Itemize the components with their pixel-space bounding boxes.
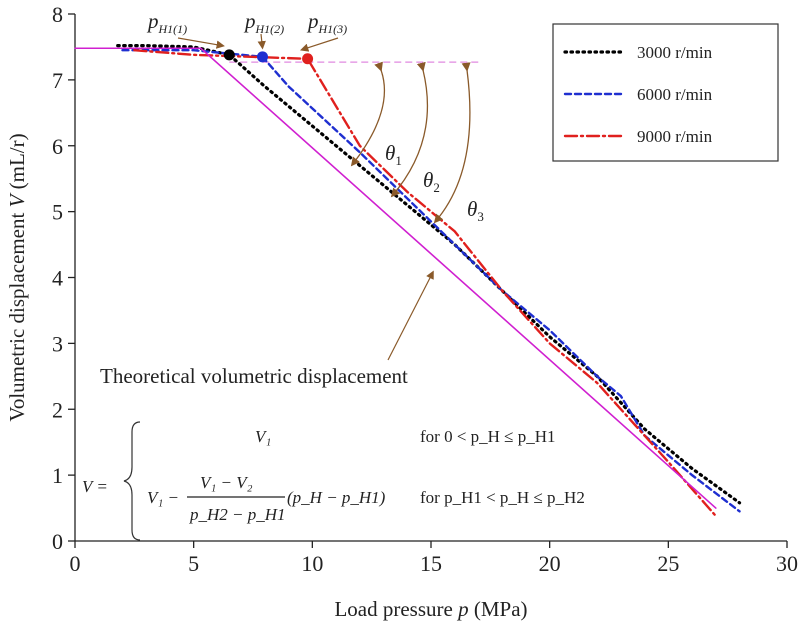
marker-arrow	[257, 33, 266, 50]
formula: V = V₁ for 0 < p_H ≤ p_H1 V₁ − V₁ − V₂ p…	[82, 421, 585, 541]
x-axis-label-part: Load pressure	[334, 597, 458, 621]
marker-point	[302, 53, 314, 65]
y-axis-label-part: (mL/r)	[5, 133, 29, 194]
angle-label: θ3	[467, 197, 484, 224]
legend-label: 3000 r/min	[637, 43, 713, 62]
y-tick-label: 0	[52, 529, 63, 554]
formula-brace	[123, 421, 141, 541]
y-tick-label: 2	[52, 397, 63, 422]
x-tick-label: 25	[657, 551, 679, 576]
marker-label: pH1(3)	[306, 9, 347, 36]
formula-case2-left: V₁ −	[147, 488, 179, 507]
x-tick-label: 5	[188, 551, 199, 576]
annotations: Theoretical volumetric displacement pH1(…	[100, 9, 484, 388]
formula-case2-condition: for p_H1 < p_H ≤ p_H2	[420, 488, 585, 507]
angle-label: θ1	[385, 141, 402, 168]
marker-label-sub: H1(1)	[158, 22, 188, 36]
y-tick-label: 5	[52, 200, 63, 225]
formula-case2-denominator: p_H2 − p_H1	[189, 505, 286, 524]
formula-lhs: V =	[82, 477, 108, 496]
angle-sub: 3	[477, 209, 484, 224]
angle-arc	[350, 61, 386, 167]
marker-label-main: p	[243, 9, 256, 33]
x-tick-label: 10	[301, 551, 323, 576]
angle-symbol: θ	[467, 197, 477, 221]
angle-symbol: θ	[423, 168, 433, 192]
marker-arrow	[177, 37, 225, 49]
y-tick-label: 4	[52, 266, 63, 291]
formula-case2-numerator: V₁ − V₂	[200, 473, 253, 492]
y-tick-label: 1	[52, 463, 63, 488]
x-axis-label: Load pressure p (MPa)	[334, 597, 527, 621]
marker-label: pH1(2)	[243, 9, 284, 36]
angle-label: θ2	[423, 168, 440, 195]
marker-label-main: p	[146, 9, 159, 33]
y-axis-label-part: Volumetric displacement	[5, 207, 29, 421]
y-axis-label-part: V	[5, 192, 29, 207]
series-line-9000-r-min	[133, 49, 717, 518]
angle-arc	[390, 61, 429, 198]
angle-sub: 2	[433, 180, 440, 195]
marker-label-sub: H1(3)	[318, 22, 348, 36]
angle-symbol: θ	[385, 141, 395, 165]
marker-label-main: p	[306, 9, 319, 33]
x-tick-label: 15	[420, 551, 442, 576]
axes: 0 5 10 15 20 25 30 0 1 2 3 4 5 6 7 8 Load pressure p (MP…	[5, 2, 798, 621]
y-tick-label: 6	[52, 134, 63, 159]
theoretical-annotation: Theoretical volumetric displacement	[100, 364, 408, 388]
x-tick-label: 20	[539, 551, 561, 576]
series-line-theoretical-volumetric-displacement	[74, 47, 717, 509]
y-tick-label: 7	[52, 68, 63, 93]
marker-label: pH1(1)	[146, 9, 187, 36]
angle-sub: 1	[395, 153, 402, 168]
x-tick-label: 30	[776, 551, 798, 576]
marker-point	[223, 49, 235, 61]
marker-label-sub: H1(2)	[255, 22, 285, 36]
formula-case1-condition: for 0 < p_H ≤ p_H1	[420, 427, 556, 446]
x-tick-label: 0	[70, 551, 81, 576]
series-line-6000-r-min	[121, 49, 741, 513]
legend-label: 9000 r/min	[637, 127, 713, 146]
x-axis-label-part: p	[456, 597, 469, 621]
angle-arc	[433, 62, 471, 224]
marker-point	[256, 51, 268, 63]
legend-label: 6000 r/min	[637, 85, 713, 104]
marker-arrow	[299, 37, 339, 52]
legend: 3000 r/min 6000 r/min 9000 r/min	[552, 23, 779, 162]
formula-case1: V₁	[255, 427, 271, 446]
y-axis-label: Volumetric displacement V (mL/r)	[5, 133, 29, 421]
formula-case2-right: (p_H − p_H1)	[287, 488, 386, 507]
theoretical-arrow	[387, 270, 434, 361]
legend-box	[552, 23, 779, 162]
x-axis-label-part: (MPa)	[469, 597, 528, 621]
y-tick-label: 3	[52, 331, 63, 356]
y-tick-label: 8	[52, 2, 63, 27]
